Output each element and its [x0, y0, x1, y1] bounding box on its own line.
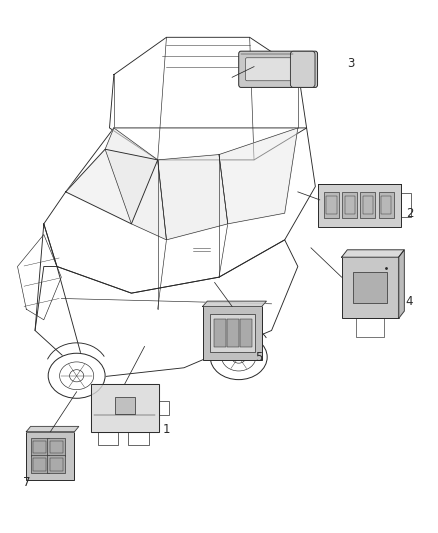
Bar: [33, 441, 46, 454]
Polygon shape: [219, 128, 298, 224]
Bar: [360, 192, 375, 219]
Polygon shape: [44, 128, 315, 293]
Bar: [33, 458, 46, 471]
Text: 3: 3: [347, 58, 354, 70]
Text: 2: 2: [406, 207, 413, 220]
Polygon shape: [399, 250, 404, 318]
Bar: [50, 458, 63, 471]
Bar: [47, 438, 65, 456]
Bar: [378, 192, 394, 219]
Bar: [324, 192, 339, 219]
Bar: [31, 455, 49, 473]
Polygon shape: [202, 301, 266, 306]
Polygon shape: [158, 155, 228, 240]
Bar: [26, 432, 74, 480]
Bar: [31, 438, 49, 456]
Bar: [47, 455, 65, 473]
Polygon shape: [35, 224, 298, 378]
Bar: [115, 397, 135, 414]
Bar: [210, 314, 254, 352]
Bar: [318, 184, 401, 227]
Text: 7: 7: [22, 476, 30, 489]
Bar: [326, 196, 337, 214]
Bar: [215, 319, 226, 347]
Polygon shape: [105, 128, 166, 240]
Text: 5: 5: [255, 351, 262, 364]
Bar: [202, 306, 262, 360]
Bar: [401, 193, 411, 217]
Polygon shape: [91, 384, 159, 432]
Bar: [363, 196, 373, 214]
Polygon shape: [342, 250, 404, 257]
Bar: [240, 319, 252, 347]
Bar: [381, 196, 392, 214]
Polygon shape: [66, 149, 158, 224]
Ellipse shape: [48, 353, 105, 398]
Bar: [128, 432, 148, 445]
Text: 1: 1: [162, 423, 170, 435]
Bar: [345, 196, 355, 214]
Bar: [50, 441, 63, 454]
Bar: [98, 432, 118, 445]
Bar: [342, 257, 399, 318]
Polygon shape: [110, 37, 307, 160]
Bar: [343, 192, 357, 219]
FancyBboxPatch shape: [239, 51, 318, 87]
Ellipse shape: [210, 335, 267, 379]
Text: 4: 4: [406, 295, 413, 308]
Bar: [356, 318, 384, 337]
Bar: [159, 401, 169, 415]
FancyBboxPatch shape: [290, 51, 315, 87]
Bar: [227, 319, 239, 347]
Bar: [353, 272, 387, 303]
Polygon shape: [26, 426, 79, 432]
FancyBboxPatch shape: [246, 58, 294, 81]
